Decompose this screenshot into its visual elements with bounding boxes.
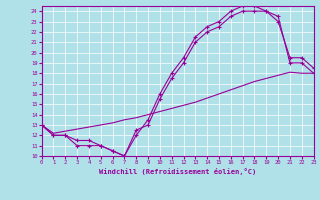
X-axis label: Windchill (Refroidissement éolien,°C): Windchill (Refroidissement éolien,°C)	[99, 168, 256, 175]
